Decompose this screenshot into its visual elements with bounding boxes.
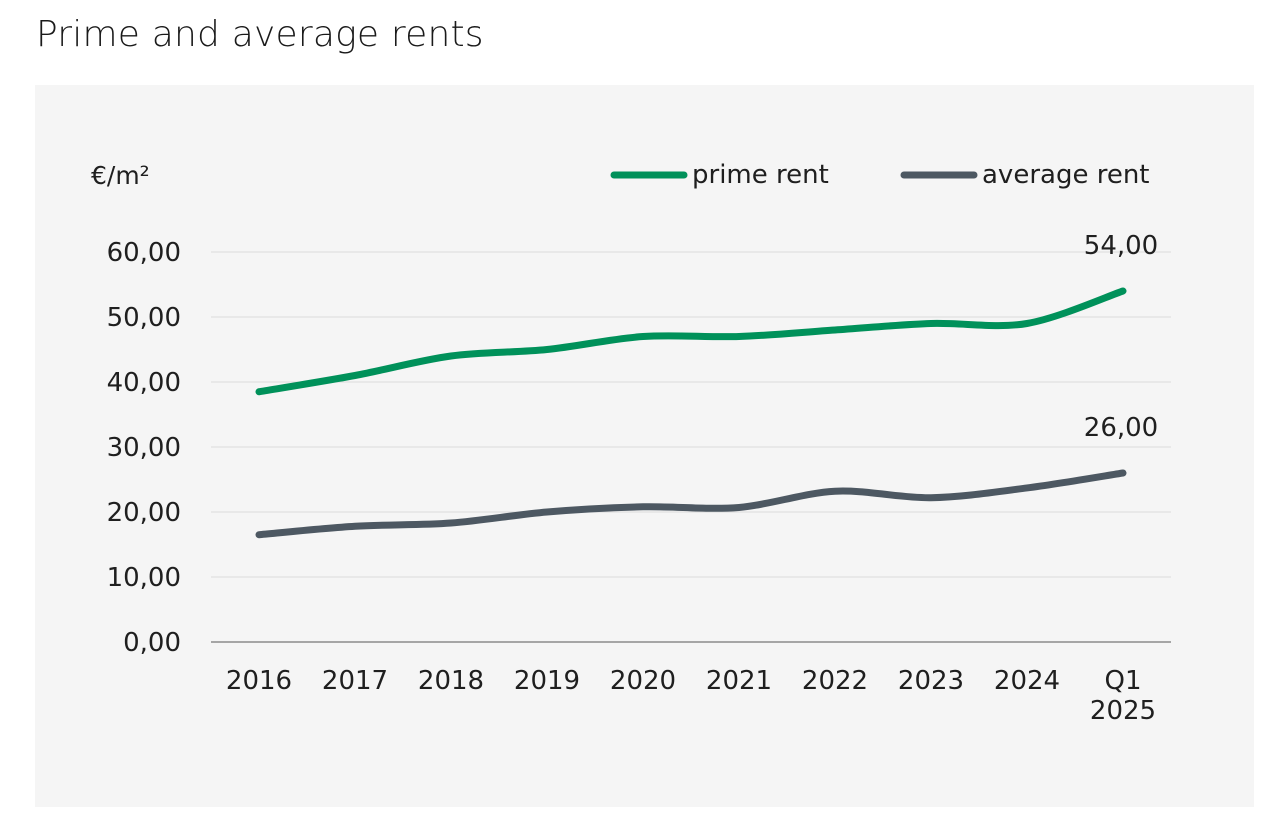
x-tick-label: 2025: [1090, 696, 1156, 726]
page-title: Prime and average rents: [36, 14, 484, 55]
y-tick-label: 10,00: [107, 563, 181, 593]
x-tick-label: 2023: [898, 666, 964, 696]
prime-rent-line: [255, 287, 1127, 396]
y-tick-label: 60,00: [107, 238, 181, 268]
x-tick-label: 2024: [994, 666, 1060, 696]
y-tick-label: 50,00: [107, 303, 181, 333]
y-tick-label: 20,00: [107, 498, 181, 528]
x-tick-label: 2017: [322, 666, 388, 696]
y-axis-unit-label: €/m²: [91, 161, 150, 190]
x-tick-label: 2018: [418, 666, 484, 696]
x-tick-label: 2019: [514, 666, 580, 696]
average-rent-line: [255, 469, 1127, 539]
chart-panel: €/m² 60,00 50,00 40,00 30,00 20,00 10,00 0,00 20…: [35, 85, 1254, 807]
legend-label-average-rent: average rent: [982, 160, 1150, 190]
x-tick-label: 2016: [226, 666, 292, 696]
y-tick-label: 40,00: [107, 368, 181, 398]
x-tick-label: Q1: [1104, 666, 1141, 696]
axes: €/m² 60,00 50,00 40,00 30,00 20,00 10,00 0,00 20…: [91, 161, 1171, 726]
line-chart: €/m² 60,00 50,00 40,00 30,00 20,00 10,00 0,00 20…: [91, 160, 1171, 726]
x-tick-label: 2022: [802, 666, 868, 696]
legend-label-prime-rent: prime rent: [692, 160, 829, 190]
y-tick-label: 0,00: [123, 628, 181, 658]
gridlines: [211, 251, 1171, 578]
average-rent-end-label: 26,00: [1084, 413, 1158, 443]
legend: prime rent average rent: [610, 160, 1150, 190]
y-tick-label: 30,00: [107, 433, 181, 463]
x-tick-label: 2021: [706, 666, 772, 696]
series-lines: [255, 287, 1127, 539]
prime-rent-end-label: 54,00: [1084, 231, 1158, 261]
data-labels: 54,00 26,00: [1084, 231, 1158, 443]
x-tick-label: 2020: [610, 666, 676, 696]
